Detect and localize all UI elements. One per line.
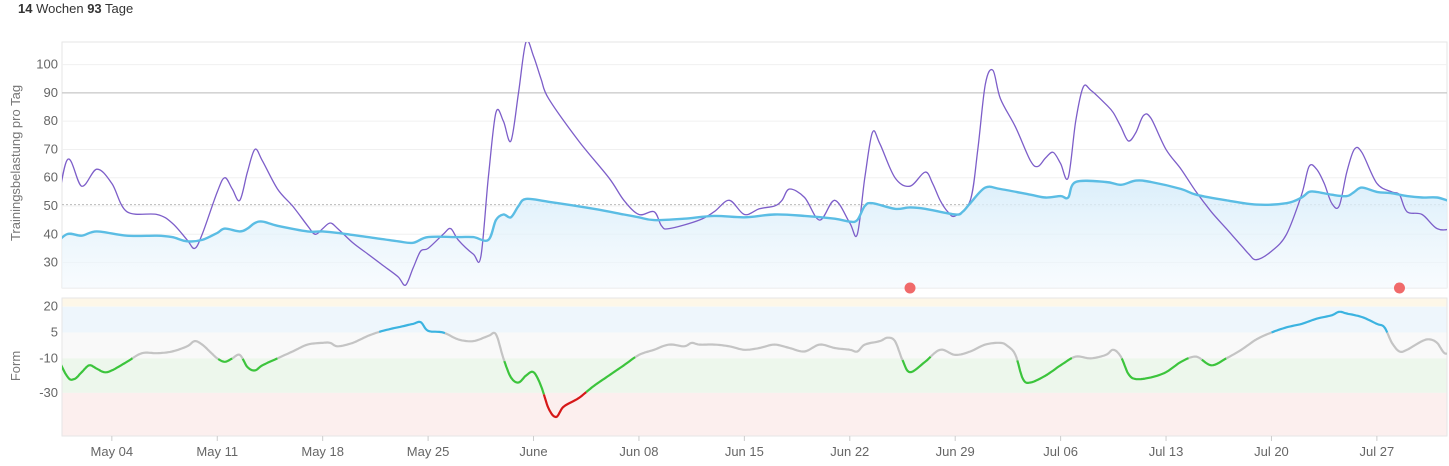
- form-segment-optimal: [217, 357, 233, 363]
- form-segment-overload: [542, 391, 587, 419]
- y-tick-label: -10: [39, 350, 58, 365]
- form-segment-neutral: [1188, 355, 1203, 361]
- load-series: [62, 42, 1447, 288]
- x-axis-ticks: May 04 May 11 May 18 May 25 June Jun 08 Jun 15…: [91, 436, 1395, 459]
- x-tick-label: Jul 13: [1149, 444, 1184, 459]
- weeks-label: Wochen: [36, 1, 84, 16]
- y-tick-label: 70: [44, 141, 58, 156]
- x-tick-label: May 11: [196, 444, 238, 459]
- form-segment-neutral: [1225, 331, 1272, 360]
- x-tick-label: June: [519, 444, 547, 459]
- x-tick-label: Jun 15: [725, 444, 764, 459]
- event-marker: [1393, 282, 1405, 294]
- form-segment-optimal: [585, 356, 636, 393]
- x-tick-label: May 04: [91, 444, 134, 459]
- y-tick-label: 90: [44, 85, 58, 100]
- form-segment-optimal: [503, 360, 545, 395]
- y-tick-label: 40: [44, 226, 58, 241]
- form-segment-high: [378, 320, 446, 335]
- form-band-4: [62, 392, 1447, 436]
- form-segment-optimal: [1016, 357, 1073, 384]
- load-y-axis-label: Trainingsbelastung pro Tag: [8, 85, 23, 241]
- daily-load-line: [62, 42, 1447, 287]
- form-segment-optimal: [1201, 357, 1227, 367]
- form-segment-optimal: [62, 357, 134, 381]
- form-segment-neutral: [277, 330, 380, 360]
- x-tick-label: Jul 27: [1360, 444, 1395, 459]
- event-marker: [904, 282, 916, 294]
- x-tick-label: May 18: [301, 444, 344, 459]
- y-tick-label: 60: [44, 170, 58, 185]
- period-summary: 14 Wochen 93 Tage: [18, 1, 133, 16]
- form-y-axis-label: Form: [8, 351, 23, 381]
- x-tick-label: May 25: [407, 444, 450, 459]
- y-tick-label: 100: [36, 57, 58, 72]
- days-label: Tage: [105, 1, 134, 16]
- form-segment-neutral: [131, 340, 219, 360]
- form-segment-neutral: [231, 353, 244, 360]
- y-tick-label: 20: [44, 299, 58, 314]
- form-bands: [61, 297, 1448, 437]
- days-count: 93: [87, 1, 102, 16]
- chronic-load-line: [62, 179, 1447, 245]
- form-segment-neutral: [1386, 332, 1447, 355]
- x-tick-label: Jun 22: [830, 444, 869, 459]
- form-band-3: [62, 358, 1447, 393]
- x-tick-label: Jun 29: [936, 444, 975, 459]
- form-band-0: [62, 298, 1447, 307]
- x-tick-label: Jul 20: [1254, 444, 1289, 459]
- form-y-ticks: 20 5 -10 -30: [39, 299, 58, 400]
- form-segment-optimal: [241, 357, 278, 372]
- y-tick-label: 30: [44, 255, 58, 270]
- y-tick-label: -30: [39, 385, 58, 400]
- y-tick-label: 5: [51, 325, 58, 340]
- form-segment-optimal: [901, 355, 932, 374]
- form-segment-optimal: [1120, 357, 1190, 381]
- form-segment-high: [1271, 310, 1389, 334]
- form-series: [62, 310, 1447, 419]
- form-segment-neutral: [929, 341, 1019, 361]
- form-segment-neutral: [1071, 348, 1123, 360]
- x-tick-label: Jul 06: [1043, 444, 1078, 459]
- chronic-load-area: [62, 180, 1447, 288]
- x-tick-label: Jun 08: [619, 444, 658, 459]
- form-segment-neutral: [634, 336, 904, 361]
- load-y-ticks: 30 40 50 60 70 80 90 100: [36, 57, 58, 270]
- event-markers: [904, 282, 1405, 294]
- y-tick-label: 50: [44, 198, 58, 213]
- y-tick-label: 80: [44, 113, 58, 128]
- form-band-2: [62, 332, 1447, 359]
- weeks-count: 14: [18, 1, 33, 16]
- form-segment-neutral: [444, 331, 506, 362]
- form-band-1: [62, 306, 1447, 333]
